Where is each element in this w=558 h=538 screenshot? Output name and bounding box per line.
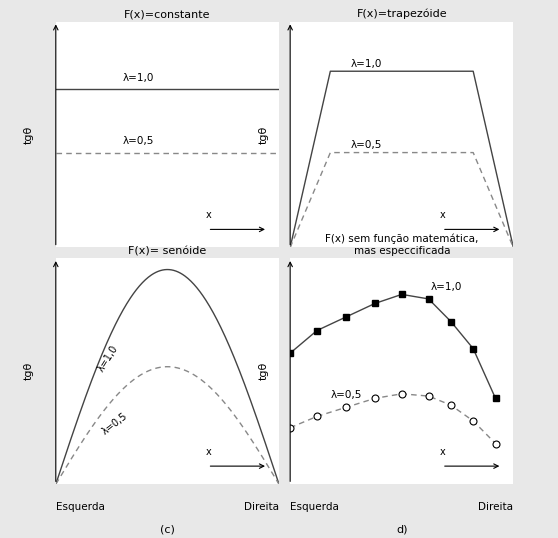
Text: (a): (a) (160, 288, 175, 298)
Title: F(x) sem função matemática,
mas especcificada: F(x) sem função matemática, mas especcif… (325, 234, 478, 256)
Text: x: x (205, 210, 211, 221)
Text: (c): (c) (160, 525, 175, 535)
Text: tgθ: tgθ (258, 362, 268, 380)
Text: x: x (440, 447, 445, 457)
Text: λ=0,5: λ=0,5 (123, 136, 154, 146)
Text: x: x (205, 447, 211, 457)
Title: F(x)=trapezóide: F(x)=trapezóide (357, 9, 447, 19)
Text: λ=1,0: λ=1,0 (350, 59, 382, 69)
Text: Esquerda: Esquerda (290, 502, 339, 512)
Text: λ=1,0: λ=1,0 (123, 73, 154, 82)
Text: Direita: Direita (478, 502, 513, 512)
Text: (b): (b) (394, 288, 410, 298)
Text: λ=1,0: λ=1,0 (96, 343, 120, 373)
Text: Esquerda: Esquerda (56, 266, 105, 275)
Text: tgθ: tgθ (258, 125, 268, 144)
Text: λ=1,0: λ=1,0 (431, 282, 462, 292)
Text: tgθ: tgθ (24, 362, 34, 380)
Text: λ=0,5: λ=0,5 (350, 140, 382, 150)
Text: x: x (440, 210, 445, 221)
Text: Direita: Direita (478, 266, 513, 275)
Text: λ=0,5: λ=0,5 (100, 410, 130, 436)
Title: F(x)= senóide: F(x)= senóide (128, 246, 206, 256)
Text: d): d) (396, 525, 407, 535)
Title: F(x)=constante: F(x)=constante (124, 9, 211, 19)
Text: tgθ: tgθ (24, 125, 34, 144)
Text: Direita: Direita (244, 266, 279, 275)
Text: Esquerda: Esquerda (290, 266, 339, 275)
Text: λ=0,5: λ=0,5 (330, 391, 362, 400)
Text: Esquerda: Esquerda (56, 502, 105, 512)
Text: Direita: Direita (244, 502, 279, 512)
